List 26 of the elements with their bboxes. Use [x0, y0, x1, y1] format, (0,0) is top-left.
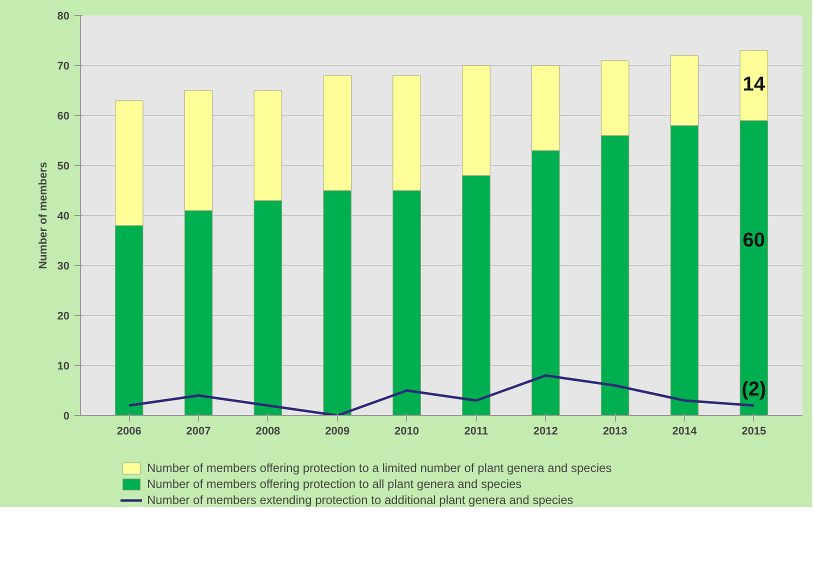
y-tick-label: 20 — [57, 310, 70, 322]
x-tick-label: 2007 — [186, 426, 211, 438]
x-tick-label: 2015 — [742, 426, 766, 438]
x-tick-label: 2014 — [672, 426, 698, 438]
y-tick-label: 80 — [57, 10, 70, 22]
y-tick-label: 10 — [57, 360, 70, 372]
y-tick-label: 60 — [57, 110, 70, 122]
y-axis-title: Number of members — [37, 162, 50, 269]
annotation: (2) — [742, 378, 766, 400]
x-tick-label: 2011 — [464, 426, 488, 438]
annotation: 14 — [742, 74, 766, 96]
y-tick-label: 70 — [57, 60, 70, 72]
x-tick-label: 2010 — [394, 426, 420, 438]
y-tick-label: 50 — [57, 160, 70, 172]
legend-label: Number of members extending protection to additional plant genera and species — [147, 493, 574, 507]
legend-label: Number of members offering protection to a limited number of plant genera and species — [147, 461, 612, 475]
x-tick-label: 2006 — [116, 426, 142, 438]
x-tick-label: 2013 — [602, 426, 628, 438]
y-tick-label: 40 — [57, 210, 70, 222]
y-tick-label: 30 — [57, 260, 70, 272]
x-tick-label: 2008 — [256, 426, 280, 438]
x-tick-label: 2009 — [325, 426, 350, 438]
y-tick-label: 0 — [63, 410, 70, 422]
annotation: 60 — [742, 230, 766, 252]
legend-label: Number of members offering protection to all plant genera and species — [147, 477, 522, 491]
x-tick-label: 2012 — [533, 426, 558, 438]
